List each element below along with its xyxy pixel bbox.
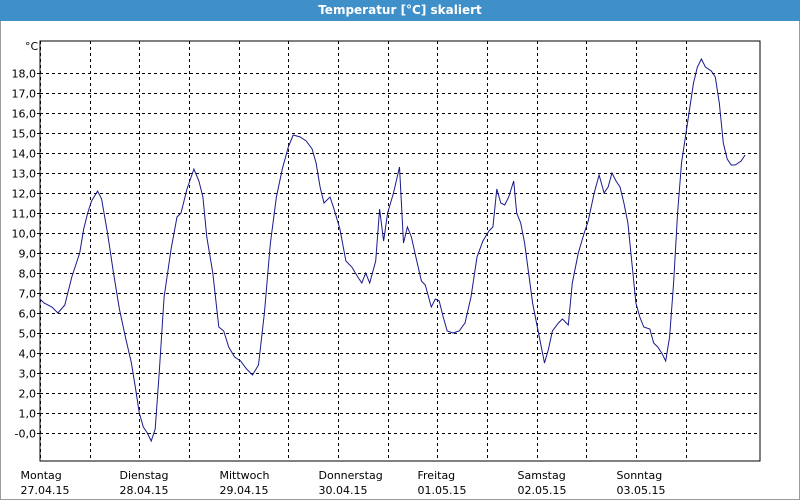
y-tick-label: 9,0 xyxy=(19,248,37,261)
y-tick-label: 6,0 xyxy=(19,308,37,321)
y-tick-label: 5,0 xyxy=(19,328,37,341)
x-tick-label-date: 02.05.15 xyxy=(518,484,567,497)
x-tick-label-date: 28.04.15 xyxy=(120,484,169,497)
y-tick-label: 7,0 xyxy=(19,288,37,301)
y-tick-label: 1,0 xyxy=(19,408,37,421)
plot-area-border xyxy=(39,40,761,462)
x-tick-label-date: 03.05.15 xyxy=(617,484,666,497)
y-tick-label: 17,0 xyxy=(12,88,37,101)
y-tick-label: 15,0 xyxy=(12,128,37,141)
x-tick-label-day: Mittwoch xyxy=(220,469,270,482)
x-tick-label-day: Donnerstag xyxy=(319,469,383,482)
temperature-series-line xyxy=(39,57,746,443)
y-tick-label: 14,0 xyxy=(12,148,37,161)
x-tick-label-date: 29.04.15 xyxy=(220,484,269,497)
x-tick-label-day: Dienstag xyxy=(120,469,169,482)
x-tick-label-day: Samstag xyxy=(518,469,566,482)
x-tick-label-day: Freitag xyxy=(418,469,456,482)
x-tick-label-day: Montag xyxy=(21,469,62,482)
x-tick-label-date: 01.05.15 xyxy=(418,484,467,497)
y-tick-label: 18,0 xyxy=(12,68,37,81)
x-tick-label-date: 27.04.15 xyxy=(21,484,70,497)
y-tick-label: 10,0 xyxy=(12,228,37,241)
x-tick-label-day: Sonntag xyxy=(617,469,663,482)
y-tick-label: 2,0 xyxy=(19,388,37,401)
y-axis-unit-label: °C xyxy=(25,40,39,53)
y-tick-label: 3,0 xyxy=(19,368,37,381)
y-tick-label: -0,0 xyxy=(15,428,36,441)
x-tick-label-date: 30.04.15 xyxy=(319,484,368,497)
y-tick-label: 13,0 xyxy=(12,168,37,181)
y-tick-label: 11,0 xyxy=(12,208,37,221)
y-tick-label: 4,0 xyxy=(19,348,37,361)
chart-title-bar: Temperatur [°C] skaliert xyxy=(0,0,800,21)
chart-title: Temperatur [°C] skaliert xyxy=(318,3,482,17)
y-tick-label: 8,0 xyxy=(19,268,37,281)
y-tick-label: 16,0 xyxy=(12,108,37,121)
y-tick-label: 12,0 xyxy=(12,188,37,201)
